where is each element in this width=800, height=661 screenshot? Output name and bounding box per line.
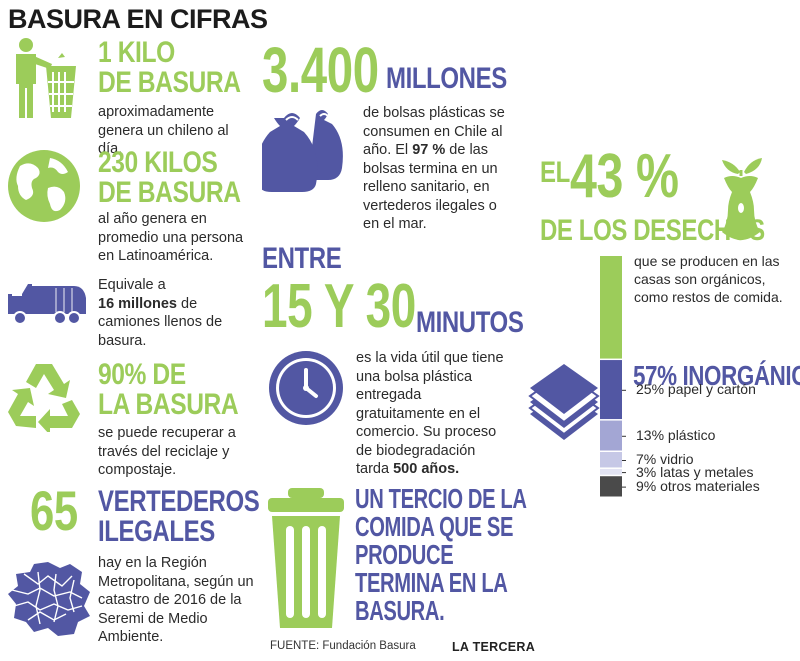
kilo-big-text: 1 KILO [98, 36, 175, 69]
stack-segment-1 [600, 360, 622, 420]
reciclaje-heading: 90% DE LA BASURA [98, 360, 269, 420]
vertederos-heading: VERTEDEROS ILEGALES [98, 487, 300, 547]
reciclaje-big-text-2: LA BASURA [98, 388, 239, 421]
vertederos-number: 65 [30, 479, 78, 542]
bolsas-bold: 97 % [412, 142, 446, 158]
tercio-line-2: COMIDA QUE SE [355, 511, 514, 542]
camiones-description: Equivale a 16 millones de camiones lleno… [98, 276, 248, 350]
recycle-icon [8, 364, 80, 432]
legend-label-2: 13% plástico [636, 427, 716, 444]
santiago-map-icon [8, 562, 90, 636]
legend-label-5: 9% otros materiales [636, 478, 760, 495]
minutos-unit: MINUTOS [416, 306, 524, 339]
kilo-description: aproximadamente genera un chileno al día… [98, 104, 229, 157]
legend-label-3: 7% vidrio [636, 451, 694, 468]
tercio-line-4: TERMINA EN LA [355, 567, 508, 598]
person-trash-icon [16, 38, 76, 118]
kilos230-big-text-2: DE BASURA [98, 176, 241, 209]
stack-segment-3 [600, 452, 622, 468]
plastic-bags-icon [262, 110, 343, 192]
minutos-text-1: es la vida útil que tiene una bolsa plás… [356, 350, 504, 477]
minutos-pre: ENTRE [262, 242, 342, 275]
vertederos-description: hay en la Región Metropolitana, según un… [98, 555, 254, 645]
tercio-heading: UN TERCIO DE LA COMIDA QUE SE PRODUCE TE… [355, 485, 593, 625]
inorganic-title: 57% INORGÁNICOS [633, 360, 800, 391]
organic-description: que se producen en las casas son orgánic… [634, 253, 783, 305]
bolsas-text-2: de las bolsas termina en un relleno sani… [363, 142, 498, 232]
kilo-stat-heading: 1 KILO DE BASURA [98, 38, 272, 98]
minutos-number: 15 Y 30 [262, 272, 416, 341]
camiones-bold: 16 millones [98, 295, 177, 312]
stack-segment-5 [600, 476, 622, 497]
bolsas-text-1: de bolsas plásticas se consumen en Chile… [363, 105, 505, 158]
vertederos-big-text-2: ILEGALES [98, 515, 215, 548]
waste-composition-bar [600, 256, 626, 497]
reciclaje-big-text: 90% DE [98, 358, 186, 391]
bolsas-unit: MILLONES [386, 62, 507, 95]
trash-can-icon [268, 488, 344, 628]
camiones-post: de camiones llenos de basura. [98, 295, 223, 349]
brand-logo-text: LA TERCERA [452, 640, 536, 654]
source-text: FUENTE: Fundación Basura [270, 640, 416, 652]
camiones-pre: Equivale a [98, 277, 166, 293]
bolsas-description: de bolsas plásticas se consumen en Chile… [363, 104, 513, 234]
desechos-el: EL [540, 156, 570, 189]
desechos-pct: 43 % [570, 142, 679, 211]
bolsas-number: 3.400 [262, 34, 379, 106]
kilos230-description: al año genera en promedio una persona en… [98, 211, 244, 264]
minutos-description: es la vida útil que tiene una bolsa plás… [356, 349, 506, 479]
minutos-bold: 500 años. [393, 461, 460, 477]
stacked-paper-icon [528, 364, 600, 440]
infographic-title: BASURA EN CIFRAS [8, 4, 268, 34]
apple-core-icon [722, 158, 762, 240]
truck-icon [8, 284, 86, 325]
globe-icon [8, 150, 80, 222]
kilo-big-text-2: DE BASURA [98, 66, 241, 99]
tercio-line-5: BASURA. [355, 595, 445, 626]
tercio-line-1: UN TERCIO DE LA [355, 483, 527, 514]
legend-label-1: 25% papel y cartón [636, 381, 756, 398]
reciclaje-description: se puede recuperar a través del reciclaj… [98, 425, 236, 478]
stack-segment-4 [600, 468, 622, 475]
kilos230-heading: 230 KILOS DE BASURA [98, 148, 272, 208]
vertederos-big-text: VERTEDEROS [98, 485, 260, 518]
clock-icon [269, 351, 343, 425]
stack-segment-2 [600, 420, 622, 451]
legend-label-4: 3% latas y metales [636, 463, 754, 480]
stack-segment-0 [600, 256, 622, 359]
kilos230-big-text: 230 KILOS [98, 146, 218, 179]
tercio-line-3: PRODUCE [355, 539, 454, 570]
